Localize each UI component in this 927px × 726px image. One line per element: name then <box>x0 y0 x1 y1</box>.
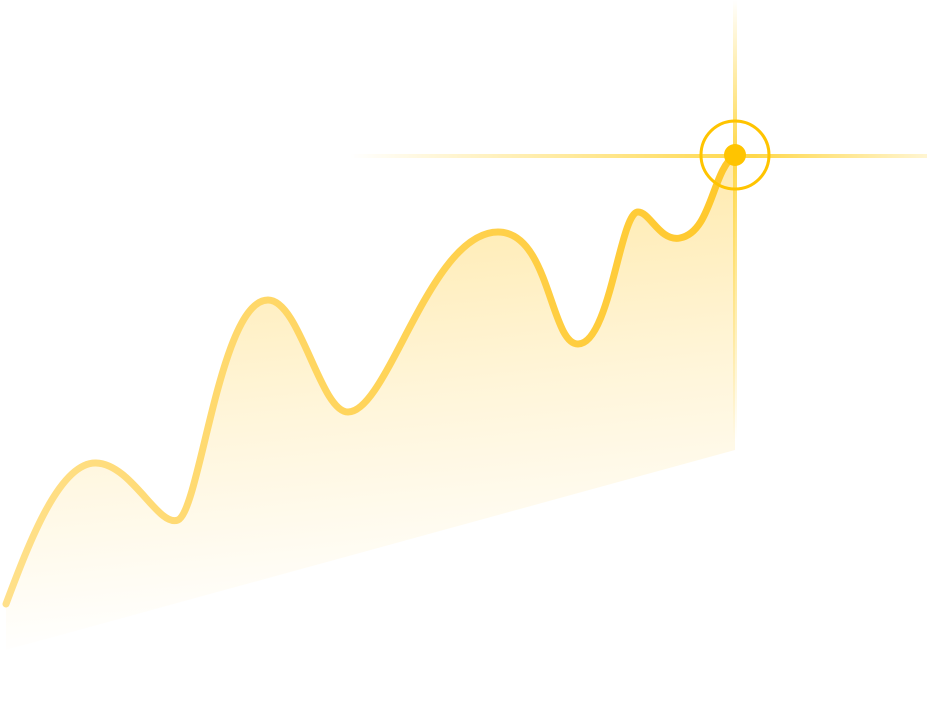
crosshair-horizontal <box>350 154 927 158</box>
crosshair-vertical <box>733 0 737 440</box>
marker-dot <box>724 144 746 166</box>
marker-ring <box>699 119 771 191</box>
trend-line <box>2 151 739 608</box>
area-fill <box>6 155 735 650</box>
target-marker-icon <box>699 119 771 191</box>
